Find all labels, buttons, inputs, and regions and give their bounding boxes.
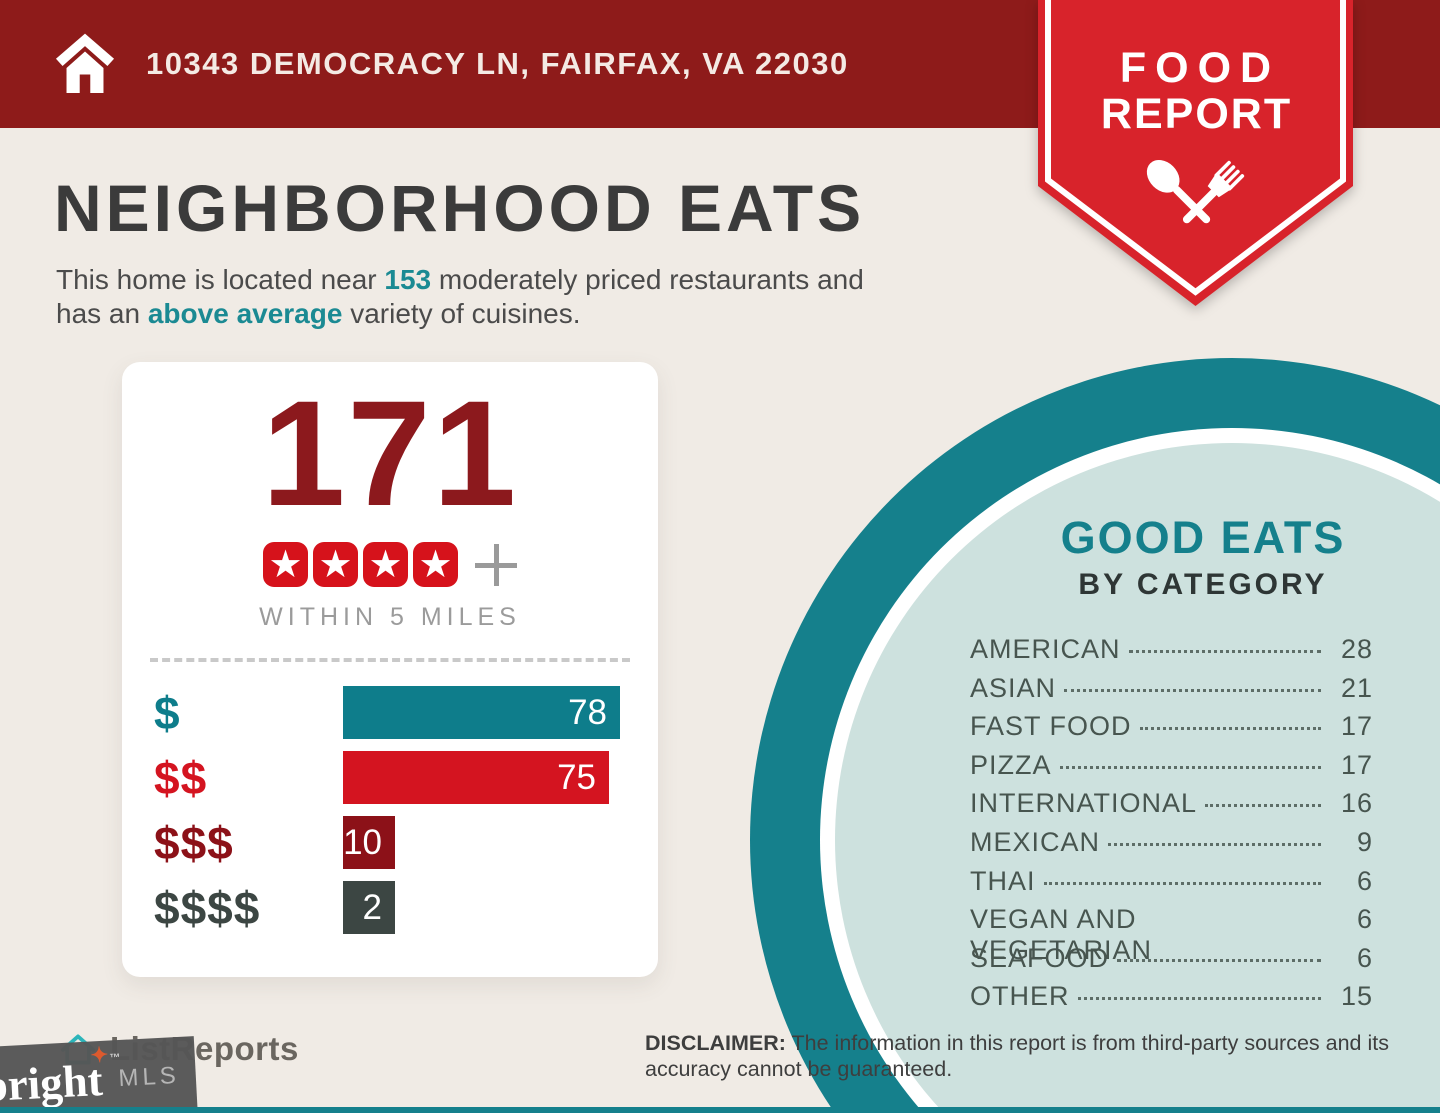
price-bar-row: $$$ 10 <box>154 816 626 869</box>
price-tier-label: $ <box>154 686 181 739</box>
category-count: 15 <box>1340 981 1373 1012</box>
yelp-star-icon: ★ <box>313 542 358 587</box>
category-label: PIZZA <box>970 749 1052 780</box>
category-label: INTERNATIONAL <box>970 788 1198 819</box>
price-bar-value: 2 <box>362 887 382 927</box>
disclaimer-label: DISCLAIMER: <box>645 1031 786 1055</box>
category-row: ASIAN 21 <box>970 673 1373 703</box>
trademark-symbol: ™ <box>109 1051 121 1065</box>
category-label: AMERICAN <box>970 634 1121 664</box>
disclaimer: DISCLAIMER: The information in this repo… <box>645 1030 1407 1082</box>
category-count: 6 <box>1356 942 1373 973</box>
price-tier-label: $$$ <box>154 816 234 869</box>
price-tier-label: $$$$ <box>154 881 261 934</box>
yelp-star-icon: ★ <box>263 542 308 587</box>
good-eats-panel: GOOD EATS BY CATEGORY AMERICAN 28 ASIAN 21 F… <box>955 512 1385 1020</box>
category-count: 17 <box>1340 711 1373 742</box>
intro-sentence: This home is located near 153 moderately… <box>56 263 1036 331</box>
food-report-badge: FOOD REPORT <box>1038 0 1353 306</box>
bright-mls-watermark: bright ✦ ™ MLS <box>0 1036 198 1113</box>
category-count: 6 <box>1356 904 1373 935</box>
bottom-accent-strip <box>0 1107 1440 1113</box>
badge-title-line2: REPORT <box>1100 90 1293 138</box>
category-count: 16 <box>1340 788 1373 819</box>
category-count: 17 <box>1340 749 1373 780</box>
restaurant-total-count: 171 <box>261 369 519 537</box>
category-label: SEAFOOD <box>970 942 1110 973</box>
price-bar: 78 <box>343 686 620 739</box>
ribbon-shape <box>1038 0 1353 306</box>
price-bar-chart: $78 $$ 75 $$$ 10 $$$$ 2 <box>154 686 626 946</box>
dotted-leader <box>1139 727 1321 731</box>
sparkle-icon: ✦ <box>90 1043 109 1068</box>
price-bar: 75 <box>343 751 609 804</box>
category-count: 21 <box>1340 672 1373 703</box>
good-eats-title: GOOD EATS <box>1060 512 1346 563</box>
dotted-leader <box>1043 881 1321 885</box>
category-row: THAI 6 <box>970 866 1373 896</box>
price-bar-row: $$$$ 2 <box>154 881 626 934</box>
category-row: PIZZA 17 <box>970 750 1373 780</box>
category-label: ASIAN <box>970 672 1057 703</box>
category-count: 6 <box>1356 865 1373 896</box>
price-bar-value: 78 <box>568 692 607 732</box>
stars-row: ★ ★ ★ ★ <box>122 542 658 587</box>
badge-title-line1: FOOD <box>1119 44 1281 92</box>
dotted-leader <box>1077 997 1321 1001</box>
category-row: INTERNATIONAL 16 <box>970 788 1373 818</box>
intro-line-2: has an above average variety of cuisines… <box>56 298 581 329</box>
category-row: FAST FOOD 17 <box>970 711 1373 741</box>
price-tier-label: $$ <box>154 751 208 804</box>
category-list: AMERICAN 28 ASIAN 21 FAST FOOD 17 PIZZA 17 INTER… <box>955 634 1385 1011</box>
category-label: FAST FOOD <box>970 711 1132 742</box>
dashed-divider <box>150 658 630 662</box>
category-label: THAI <box>970 865 1036 896</box>
price-bar: 2 <box>343 881 395 934</box>
rating-card: 171 ★ ★ ★ ★ WITHIN 5 MILES $78 $$ 75 $$$ 10 $$$$… <box>122 362 658 977</box>
dotted-leader <box>1128 650 1321 653</box>
price-bar-row: $78 <box>154 686 626 739</box>
category-row: VEGAN AND VEGETARIAN 6 <box>970 904 1373 965</box>
price-bar-row: $$ 75 <box>154 751 626 804</box>
price-bar-value: 10 <box>343 822 382 862</box>
category-label: OTHER <box>970 981 1070 1012</box>
yelp-star-icon: ★ <box>413 542 458 587</box>
yelp-star-icon: ★ <box>363 542 408 587</box>
restaurant-count: 153 <box>384 264 432 295</box>
crossed-spoon-fork-icon <box>1146 159 1244 224</box>
price-bar: 10 <box>343 816 395 869</box>
disclaimer-text: The information in this report is from t… <box>645 1031 1389 1081</box>
dotted-leader <box>1117 958 1321 962</box>
intro-line-1: This home is located near 153 moderately… <box>56 264 864 295</box>
page-title: NEIGHBORHOOD EATS <box>54 171 866 245</box>
bright-logo-text: bright ✦ ™ <box>0 1043 121 1111</box>
mls-logo-text: MLS <box>117 1061 181 1093</box>
category-label: MEXICAN <box>970 826 1101 857</box>
category-row: OTHER 15 <box>970 981 1373 1011</box>
dotted-leader <box>1205 804 1321 808</box>
dotted-leader <box>1059 765 1321 769</box>
dotted-leader <box>1108 842 1321 846</box>
home-icon <box>55 33 115 94</box>
radius-label: WITHIN 5 MILES <box>259 603 521 631</box>
dotted-leader <box>1064 688 1321 692</box>
category-count: 28 <box>1340 634 1373 664</box>
property-address: 10343 DEMOCRACY LN, FAIRFAX, VA 22030 <box>146 46 849 81</box>
price-bar-value: 75 <box>557 757 596 797</box>
variety-highlight: above average <box>147 298 343 329</box>
category-count: 9 <box>1356 826 1373 857</box>
category-row: MEXICAN 9 <box>970 827 1373 857</box>
category-row: SEAFOOD 6 <box>970 943 1373 973</box>
category-row: AMERICAN 28 <box>970 634 1373 664</box>
good-eats-subtitle: BY CATEGORY <box>1078 568 1328 601</box>
plus-icon <box>475 543 517 586</box>
